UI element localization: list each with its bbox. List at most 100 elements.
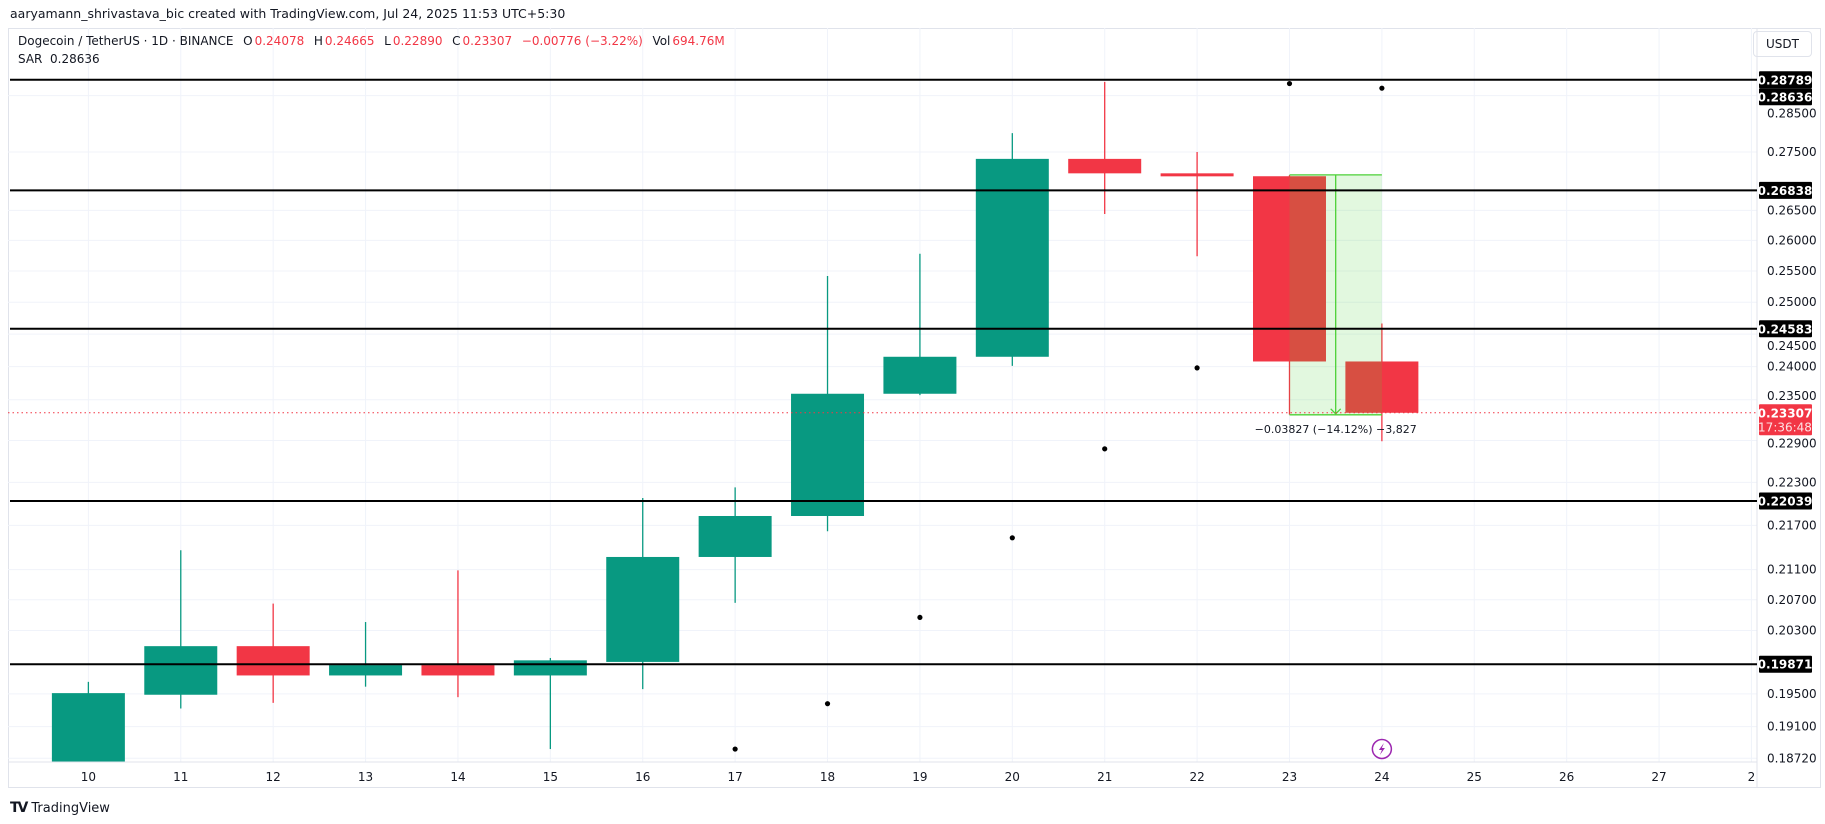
chart-credit: aaryamann_shrivastava_bic created with T…: [10, 6, 566, 21]
low-label: L: [384, 34, 391, 48]
level-price-label-bg: [1759, 71, 1812, 89]
sar-label[interactable]: SAR: [18, 52, 43, 66]
sar-dot: [1102, 446, 1108, 452]
tradingview-logo-icon: TV: [10, 800, 28, 816]
candle-body: [144, 646, 218, 695]
x-tick-label: 25: [1467, 770, 1482, 784]
candle-14: [421, 570, 495, 698]
symbol-title[interactable]: Dogecoin / TetherUS · 1D · BINANCE: [18, 34, 234, 48]
x-tick-label: 10: [81, 770, 96, 784]
candle-body: [329, 665, 403, 676]
high-label: H: [313, 34, 323, 48]
lightning-bolt: [1378, 743, 1385, 755]
candle-body: [698, 515, 772, 557]
y-tick-label: 0.24000: [1767, 360, 1817, 374]
open-value: 0.24078: [254, 34, 305, 48]
candle-20: [975, 133, 1049, 366]
y-tick-label: 0.24500: [1767, 339, 1817, 353]
x-tick-label: 15: [543, 770, 558, 784]
candle-body: [513, 660, 587, 676]
x-tick-label: 13: [358, 770, 373, 784]
x-tick-label: 23: [1282, 770, 1297, 784]
plot-area: −0.03827 (−14.12%) −3,827: [8, 28, 1757, 762]
x-tick-label: 26: [1559, 770, 1574, 784]
y-tick-label: 0.20700: [1767, 593, 1817, 607]
candle-body: [883, 356, 957, 394]
candle-10: [51, 681, 125, 762]
y-tick-label: 0.22900: [1767, 437, 1817, 451]
currency-button[interactable]: USDT: [1753, 31, 1812, 57]
y-tick-label: 0.18720: [1767, 751, 1817, 765]
x-tick-label: 16: [635, 770, 650, 784]
x-tick-label: 27: [1651, 770, 1666, 784]
level-price-label-bg: [1759, 492, 1812, 510]
candle-body: [1345, 361, 1419, 413]
measure-label: −0.03827 (−14.12%) −3,827: [1255, 423, 1417, 436]
volume-label: Vol: [652, 34, 671, 48]
sar-dot: [1009, 535, 1015, 541]
volume-value: 694.76M: [672, 34, 725, 48]
sar-legend: SAR 0.28636: [18, 52, 100, 66]
symbol-legend: Dogecoin / TetherUS · 1D · BINANCE O 0.24…: [18, 34, 727, 48]
countdown-label: 17:36:48: [1758, 420, 1812, 434]
high-value: 0.24665: [324, 34, 375, 48]
y-tick-label: 0.22300: [1767, 475, 1817, 489]
x-tick-label: 17: [727, 770, 742, 784]
y-tick-label: 0.21700: [1767, 518, 1817, 532]
x-tick-label: 19: [912, 770, 927, 784]
level-price-label: 0.24583: [1758, 322, 1813, 336]
lightning-event-icon[interactable]: [1371, 738, 1393, 760]
sar-dot: [732, 746, 738, 752]
sar-price-label-bg: [1759, 88, 1812, 106]
close-label: C: [452, 34, 461, 48]
sar-price-label: 0.28636: [1758, 90, 1813, 104]
close-value: 0.23307: [462, 34, 513, 48]
low-value: 0.22890: [392, 34, 443, 48]
change-value: −0.00776 (−3.22%): [521, 34, 643, 48]
level-price-label: 0.19871: [1758, 658, 1813, 672]
logo-text: TradingView: [31, 800, 110, 816]
level-price-label-bg: [1759, 181, 1812, 199]
candle-18: [791, 275, 865, 532]
sar-value: 0.28636: [50, 52, 100, 66]
y-tick-label: 0.25500: [1767, 264, 1817, 278]
measure-arrow-head: [1330, 408, 1342, 415]
candle-11: [144, 550, 218, 709]
x-tick-label: 11: [173, 770, 188, 784]
candle-body: [606, 556, 680, 662]
x-tick-label: 18: [820, 770, 835, 784]
chart-frame: [8, 28, 1821, 788]
y-tick-label: 0.27500: [1767, 145, 1817, 159]
candle-16: [606, 498, 680, 690]
candle-body: [51, 693, 125, 762]
candle-body: [1252, 176, 1326, 362]
sar-dot: [1286, 80, 1293, 87]
x-tick-label: 20: [1005, 770, 1020, 784]
x-tick-label: 21: [1097, 770, 1112, 784]
y-tick-label: 0.26500: [1767, 203, 1817, 217]
y-tick-label: 0.25000: [1767, 295, 1817, 309]
tradingview-logo[interactable]: TV TradingView: [10, 800, 110, 816]
last-price-label-bg: [1759, 404, 1812, 436]
candle-body: [1068, 158, 1142, 174]
level-price-label: 0.22039: [1758, 494, 1813, 508]
level-price-label-bg: [1759, 655, 1812, 673]
candle-body: [421, 665, 495, 676]
y-tick-label: 0.20300: [1767, 624, 1817, 638]
candle-body: [1160, 173, 1234, 177]
level-price-label: 0.26838: [1758, 184, 1813, 198]
x-tick-label: 2: [1748, 770, 1756, 784]
sar-dot: [824, 701, 831, 707]
candle-13: [329, 622, 403, 687]
candle-24: [1345, 323, 1419, 442]
sar-dot: [1379, 85, 1385, 91]
candle-23: [1252, 175, 1326, 415]
candle-body: [791, 393, 865, 516]
open-label: O: [243, 34, 253, 48]
x-tick-label: 14: [450, 770, 465, 784]
y-tick-label: 0.19100: [1767, 720, 1817, 734]
x-tick-label: 12: [266, 770, 281, 784]
y-tick-label: 0.21100: [1767, 563, 1817, 577]
candle-12: [236, 603, 310, 703]
